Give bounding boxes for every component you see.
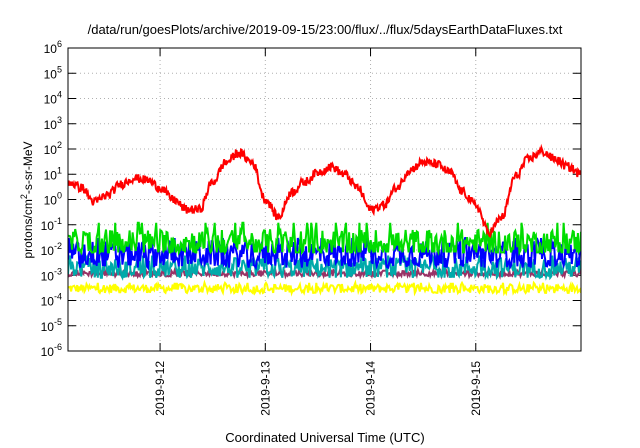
y-tick-label: 10-2: [41, 241, 62, 258]
y-axis-label-sup: 2: [19, 194, 29, 199]
y-tick-label: 10-1: [41, 216, 62, 233]
y-tick-label: 10-4: [41, 292, 62, 309]
y-tick-label: 101: [44, 165, 62, 182]
series-line-0: [68, 143, 581, 239]
series-line-5: [68, 279, 581, 297]
x-axis: 2019-9-12 2019-9-13 2019-9-14 2019-9-15: [153, 48, 483, 416]
series-line-1: [68, 221, 581, 257]
grid-lines: [68, 48, 581, 351]
x-tick-label: 2019-9-13: [258, 361, 272, 416]
y-axis: 10-6 10-5 10-4 10-3 10-2 10-1 100 101 102 103 104 1…: [41, 39, 581, 359]
y-axis-label: protons/cm2-s-sr-MeV: [19, 141, 35, 258]
plot-area: [68, 143, 581, 297]
y-axis-label-pre: protons/cm: [21, 199, 35, 258]
x-tick-label: 2019-9-15: [469, 361, 483, 416]
y-tick-label: 106: [44, 39, 62, 56]
y-tick-label: 102: [44, 140, 62, 157]
plot-frame: [67, 47, 582, 352]
y-tick-label: 100: [44, 191, 62, 208]
chart-title: /data/run/goesPlots/archive/2019-09-15/2…: [88, 22, 563, 37]
y-tick-label: 104: [44, 90, 62, 107]
x-tick-label: 2019-9-14: [364, 361, 378, 416]
x-axis-label: Coordinated Universal Time (UTC): [225, 430, 424, 445]
y-tick-label: 10-3: [41, 266, 62, 283]
y-tick-label: 10-5: [41, 317, 62, 334]
y-axis-label-post: -s-sr-MeV: [21, 141, 35, 194]
y-tick-label: 103: [44, 115, 62, 132]
y-tick-label: 105: [44, 64, 62, 81]
y-tick-label: 10-6: [41, 342, 62, 359]
x-tick-label: 2019-9-12: [153, 361, 167, 416]
